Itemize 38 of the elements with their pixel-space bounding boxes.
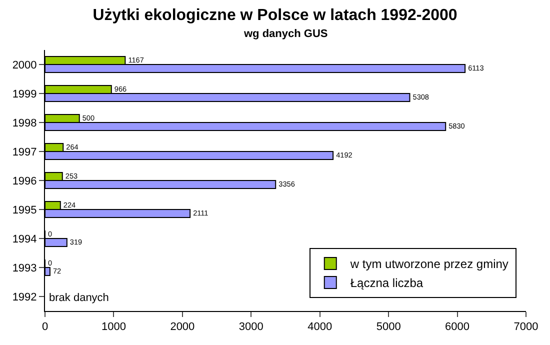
y-tick-label: 1992: [12, 291, 37, 304]
x-tick-label: 6000: [445, 321, 470, 334]
x-tick-label: 3000: [238, 321, 264, 334]
x-tick-label: 4000: [308, 321, 332, 334]
y-tick-label: 2000: [12, 59, 37, 72]
x-tick-label: 5000: [376, 321, 401, 334]
data-label: 6113: [468, 63, 484, 72]
data-label: 966: [114, 84, 127, 94]
data-label: 5308: [412, 92, 429, 102]
data-label: 1167: [128, 56, 144, 65]
y-tick-label: 1997: [12, 146, 37, 158]
data-label: 2111: [193, 208, 208, 218]
y-tick-label: 1994: [12, 233, 37, 246]
chart-subtitle: wg danych GUS: [243, 28, 328, 40]
y-tick-label: 1999: [12, 88, 37, 100]
y-tick-label: 1995: [12, 204, 37, 216]
data-label: 3356: [278, 179, 295, 188]
data-label: 319: [70, 237, 82, 246]
legend-label: w tym utworzone przez gminy: [349, 257, 508, 272]
data-label: 224: [63, 200, 76, 210]
data-label: 500: [82, 114, 95, 123]
x-tick-label: 2000: [170, 321, 195, 334]
chart-title: Użytki ekologiczne w Polsce w latach 1992-2000: [92, 6, 458, 24]
y-tick-label: 1996: [12, 175, 37, 188]
data-label: 253: [65, 172, 78, 181]
data-label: 5830: [448, 121, 465, 130]
y-tick-label: 1993: [12, 262, 37, 274]
data-label: 4192: [336, 150, 352, 160]
x-tick-label: 0: [42, 321, 48, 334]
data-label: 264: [66, 142, 78, 152]
x-tick-label: 1000: [101, 321, 126, 334]
annotation: brak danych: [49, 292, 109, 304]
x-tick-label: 7000: [514, 321, 538, 334]
data-label: 0: [48, 258, 52, 268]
y-tick-label: 1998: [12, 117, 37, 130]
data-label: 0: [48, 230, 52, 239]
data-label: 72: [52, 266, 62, 276]
legend-label: Łączna liczba: [350, 276, 424, 290]
